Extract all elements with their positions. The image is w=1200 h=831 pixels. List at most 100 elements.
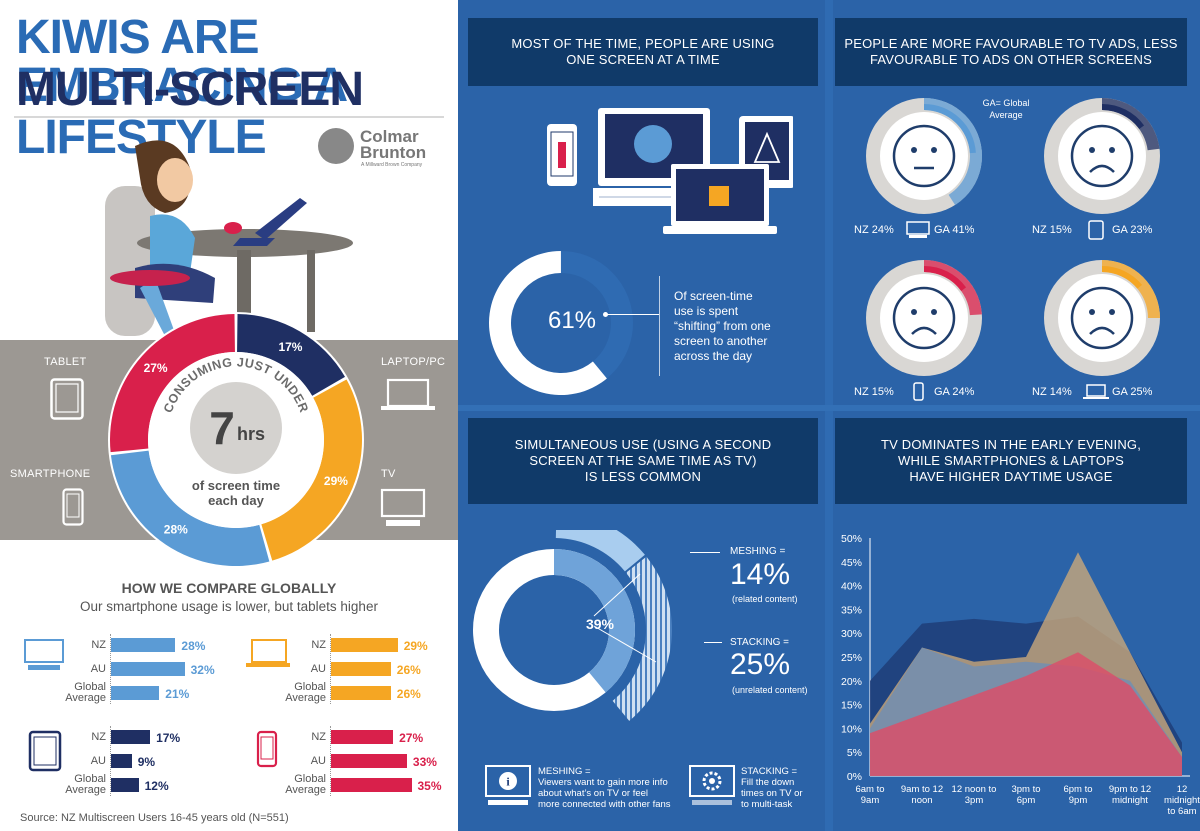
simultaneous-slice <box>554 549 635 693</box>
compare-row-label: Global Average <box>285 773 326 796</box>
shifting-description-line: “shifting” from one <box>674 319 771 333</box>
compare-row-label: AU <box>90 755 106 767</box>
compare-bar <box>111 754 132 768</box>
stacking-label: STACKING = <box>730 637 789 648</box>
area-y-tick-label: 50% <box>841 533 862 545</box>
shifting-value: 61% <box>548 307 596 334</box>
area-x-tick-label: 6am to 9am <box>855 784 884 806</box>
compare-row-label: NZ <box>91 731 106 743</box>
ad-ga-label: GA 25% <box>1112 386 1153 398</box>
ad-nz-label: NZ 14% <box>1032 386 1072 398</box>
ads-header: PEOPLE ARE MORE FAVOURABLE TO TV ADS, LE… <box>835 18 1187 86</box>
colmar-logo-icon <box>318 128 354 164</box>
nz-arc <box>924 104 976 154</box>
one-screen-title-1: MOST OF THE TIME, PEOPLE ARE USING <box>511 36 775 51</box>
compare-row-label: Global Average <box>65 681 106 704</box>
usage-donut-bottom-line-2: each day <box>208 493 264 508</box>
simultaneous-title-1: SIMULTANEOUS USE (USING A SECOND <box>514 437 772 452</box>
compare-axis-line <box>110 726 111 796</box>
stacking-note-line: Fill the down <box>741 777 795 788</box>
compare-bar-value: 35% <box>417 779 442 793</box>
row-divider <box>458 405 1200 411</box>
laptop-label: LAPTOP/PC <box>381 356 446 368</box>
tablet-label: TABLET <box>44 356 87 368</box>
compare-heading: HOW WE COMPARE GLOBALLY <box>121 580 337 596</box>
sad-face-icon <box>1070 286 1134 350</box>
compare-bar <box>331 754 407 768</box>
meshing-slice <box>555 530 645 572</box>
title-part-a: MULTI-SCREEN <box>16 63 364 116</box>
compare-row-label: NZ <box>311 639 326 651</box>
meshing-note-line: about what’s on TV or feel <box>538 788 649 799</box>
compare-row-label: NZ <box>311 731 326 743</box>
stacking-note-title: STACKING = <box>741 766 798 777</box>
compare-bar <box>111 662 185 676</box>
logo-tagline: A Millward Brown Company <box>361 162 423 168</box>
usage-slice-tablet <box>237 314 346 396</box>
usage-slice-laptop-pc <box>261 379 362 561</box>
compare-bar-value: 32% <box>190 663 215 677</box>
meshing-note-line: more connected with other fans <box>538 799 671 810</box>
area-y-tick-label: 0% <box>847 771 862 783</box>
shifting-ring-fill <box>489 251 607 395</box>
shifting-connector-dot <box>603 312 608 317</box>
usage-donut-segments: 17% 29% 28% 27% <box>110 314 362 566</box>
simultaneous-value: 39% <box>586 616 615 632</box>
logo-name-2: Brunton <box>360 143 427 162</box>
meshing-note-title: MESHING = <box>538 766 591 777</box>
tv-icon <box>906 221 930 238</box>
compare-bar-value: 33% <box>412 755 437 769</box>
meshing-sub: (related content) <box>732 594 798 604</box>
sad-face-icon <box>1070 124 1134 188</box>
right-panel: MOST OF THE TIME, PEOPLE ARE USING ONE S… <box>458 0 1200 831</box>
area-y-tick-label: 45% <box>841 557 862 569</box>
area-x-tick-label: 9am to 12 noon <box>901 784 943 806</box>
area-y-tick-label: 15% <box>841 700 862 712</box>
compare-row-label: AU <box>310 663 326 675</box>
shifting-ring-chart: 61% <box>489 251 633 395</box>
compare-bar <box>331 662 391 676</box>
ad-ga-label: GA 41% <box>934 224 975 236</box>
shifting-description-line: Of screen-time <box>674 289 753 303</box>
daytime-header: TV DOMINATES IN THE EARLY EVENING, WHILE… <box>835 418 1187 504</box>
nz-arc <box>1102 266 1143 289</box>
meshing-note: Viewers want to gain more info about what… <box>538 777 671 810</box>
compare-tv-icon <box>24 639 64 670</box>
compare-row-label: NZ <box>91 639 106 651</box>
simultaneous-connector <box>593 573 641 617</box>
ad-favourability-ring-tv <box>866 98 982 214</box>
tv-icon <box>380 488 426 526</box>
usage-slice-tv <box>110 450 270 566</box>
laptop-icon <box>381 378 435 410</box>
ad-nz-label: NZ 24% <box>854 224 894 236</box>
neutral-face-icon <box>892 124 956 188</box>
area-x-tick-label: 9pm to 12 midnight <box>1109 784 1151 806</box>
shifting-description-line: use is spent <box>674 304 739 318</box>
usage-slice-label: 17% <box>278 340 302 354</box>
usage-donut-unit: hrs <box>237 424 265 444</box>
ad-favourability-ring-smartphone <box>866 260 982 376</box>
compare-bar-value: 26% <box>396 663 421 677</box>
sad-face-icon <box>892 286 956 350</box>
compare-bar <box>111 638 176 652</box>
area-x-tick-label: 6pm to 9pm <box>1063 784 1092 806</box>
compare-smartphone-icon <box>256 730 278 768</box>
area-y-tick-label: 25% <box>841 652 862 664</box>
compare-bar <box>331 638 398 652</box>
shifting-ring-segment <box>489 251 607 395</box>
compare-bar-value: 17% <box>156 731 181 745</box>
compare-tablet-icon <box>28 730 62 772</box>
tv-label: TV <box>381 468 396 480</box>
nz-arc <box>924 266 967 291</box>
meshing-value: 14% <box>730 558 791 591</box>
smartphone-icon <box>62 488 84 526</box>
smartphone-icon <box>913 382 924 401</box>
compare-bar-value: 29% <box>403 639 428 653</box>
tablet-icon <box>50 378 84 420</box>
ad-ga-label: GA 23% <box>1112 224 1153 236</box>
smartphone-label: SMARTPHONE <box>10 468 91 480</box>
ads-title-2: FAVOURABLE TO ADS ON OTHER SCREENS <box>869 52 1153 67</box>
usage-donut-chart: 17%29%28%27% CONSUMING JUST UNDER 7 hrs … <box>108 312 364 568</box>
compare-bar-value: 26% <box>396 687 421 701</box>
svg-text:i: i <box>506 775 510 789</box>
